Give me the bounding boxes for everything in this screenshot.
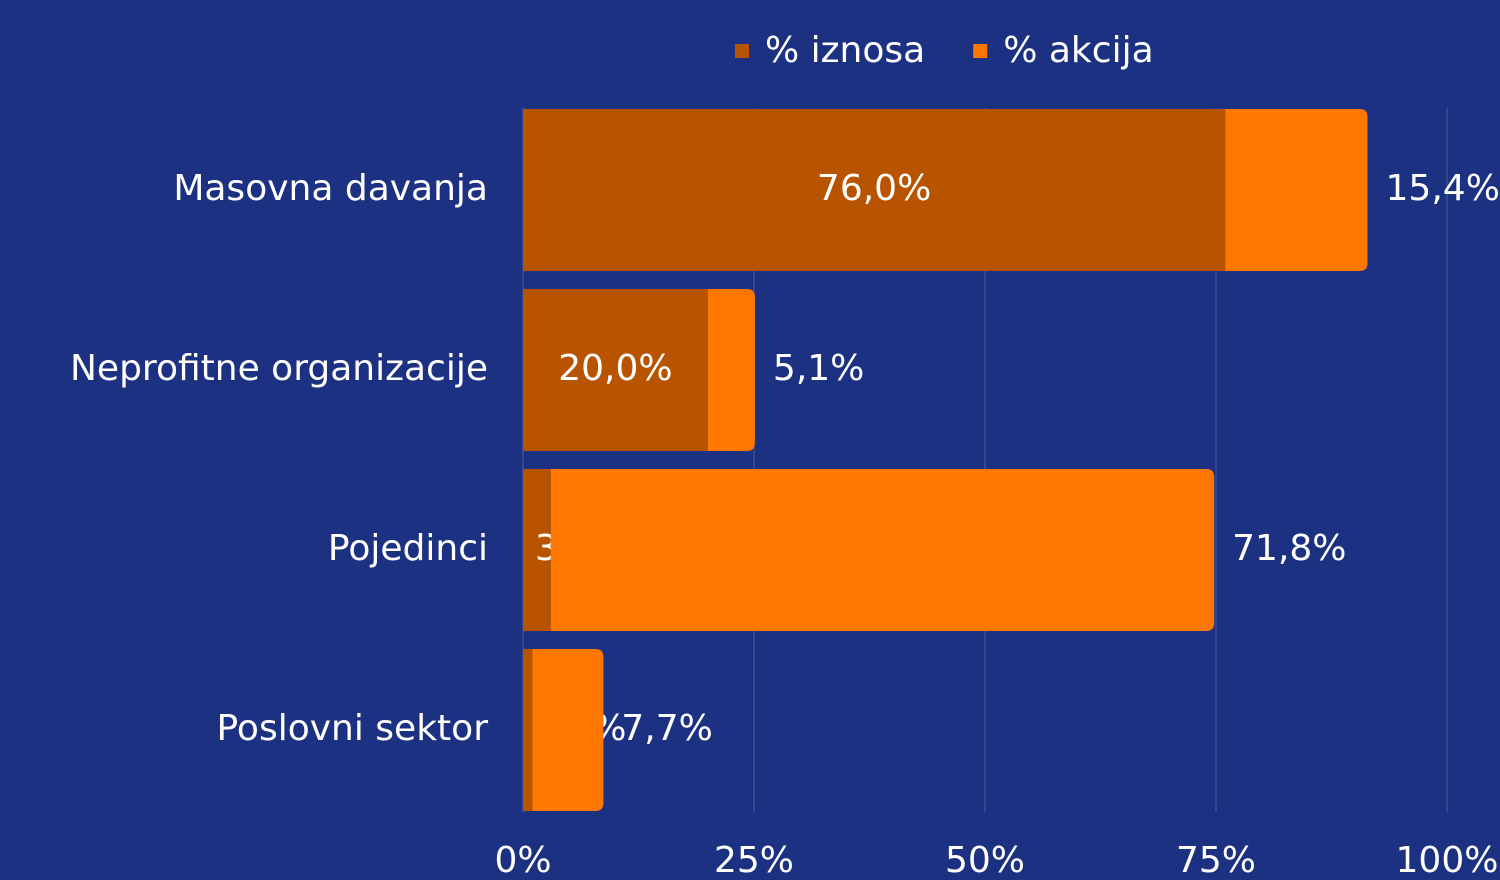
data-label: 20,0% bbox=[558, 348, 672, 389]
legend-swatch bbox=[973, 44, 988, 58]
bar-segment bbox=[532, 649, 604, 811]
legend-label: % iznosa bbox=[765, 30, 925, 71]
bar-segment bbox=[707, 289, 755, 451]
bar-segment bbox=[550, 469, 1215, 631]
bar-segment bbox=[523, 289, 708, 451]
x-tick-label: 100% bbox=[1396, 840, 1499, 880]
legend-label: % akcija bbox=[1003, 30, 1153, 71]
data-label: 71,8% bbox=[1232, 528, 1346, 569]
y-tick-label: Neprofitne organizacije bbox=[70, 348, 488, 389]
y-tick-label: Masovna davanja bbox=[173, 168, 488, 209]
bar-segment bbox=[523, 109, 1226, 271]
x-tick-label: 50% bbox=[945, 840, 1025, 880]
bar-segment bbox=[523, 469, 551, 631]
y-tick-label: Poslovni sektor bbox=[217, 708, 489, 749]
bar-segment bbox=[1225, 109, 1368, 271]
x-tick-label: 75% bbox=[1176, 840, 1256, 880]
bar-segment bbox=[523, 649, 533, 811]
y-tick-label: Pojedinci bbox=[328, 528, 488, 569]
data-label: 7,7% bbox=[621, 708, 712, 749]
x-tick-label: 0% bbox=[494, 840, 551, 880]
data-label: 15,4% bbox=[1386, 168, 1500, 209]
x-tick-label: 25% bbox=[714, 840, 794, 880]
legend-swatch bbox=[735, 44, 749, 58]
data-label: 76,0% bbox=[817, 168, 931, 209]
data-label: 5,1% bbox=[773, 348, 864, 389]
